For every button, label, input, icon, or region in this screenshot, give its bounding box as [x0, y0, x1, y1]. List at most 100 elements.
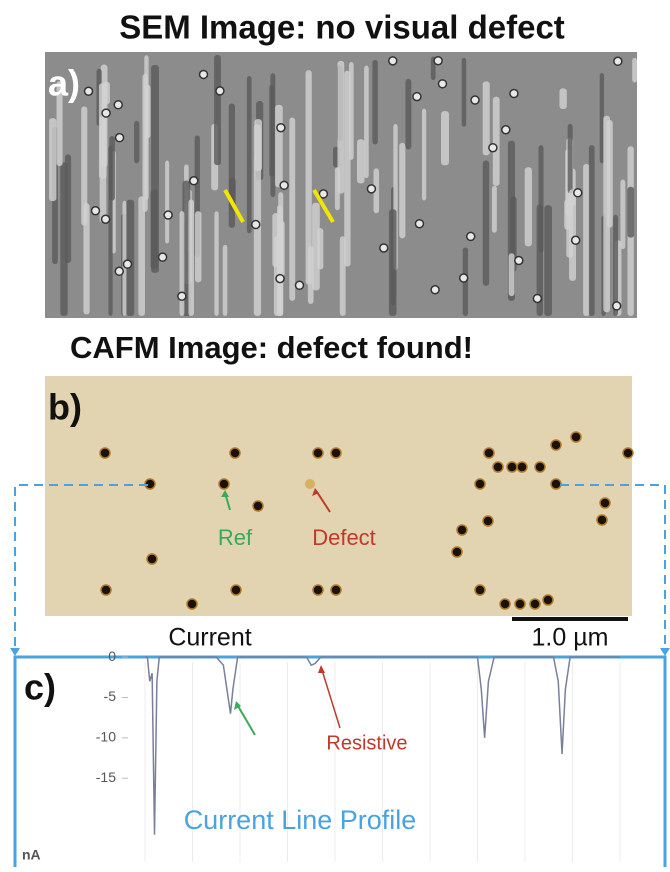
sem-line [483, 160, 489, 285]
sem-dot [515, 256, 523, 264]
sem-dot [533, 294, 541, 302]
sem-dot [91, 207, 99, 215]
resistive-label: Resistive [326, 732, 407, 754]
cafm-dot [530, 599, 540, 609]
y-tick-label: -15 [96, 769, 116, 785]
sem-dot [471, 96, 479, 104]
sem-line [126, 200, 134, 316]
sem-dot [460, 274, 468, 282]
panel-a-label: a) [48, 63, 80, 104]
defect-spot [305, 479, 315, 489]
cafm-dot [100, 448, 110, 458]
sem-line [81, 106, 87, 225]
sem-dot [434, 57, 442, 65]
sem-dot [413, 93, 421, 101]
sem-dot [123, 260, 131, 268]
cafm-dot [551, 479, 561, 489]
cafm-dot [313, 585, 323, 595]
sem-dot [574, 189, 582, 197]
sem-dot [102, 215, 110, 223]
cafm-dot [147, 554, 157, 564]
sem-dot [438, 80, 446, 88]
sem-line [289, 117, 295, 300]
sem-line [349, 62, 354, 160]
cafm-dot [597, 515, 607, 525]
sem-dot [319, 190, 327, 198]
sem-image [45, 52, 637, 318]
sem-line [462, 58, 466, 127]
cafm-dot [571, 432, 581, 442]
cafm-dot [231, 585, 241, 595]
sem-line [559, 88, 566, 109]
sem-line [151, 190, 158, 269]
sem-line [317, 228, 323, 269]
sem-dot [380, 244, 388, 252]
cafm-dot [484, 448, 494, 458]
sem-line [364, 66, 369, 179]
sem-dot [613, 302, 621, 310]
y-tick-label: -5 [104, 688, 117, 704]
sem-line [134, 121, 139, 164]
sem-dot [114, 101, 122, 109]
sem-line [372, 60, 377, 145]
sem-line [569, 189, 576, 280]
sem-line [544, 205, 552, 316]
panel-a-title: SEM Image: no visual defect [119, 9, 565, 46]
current-label: Current [168, 624, 251, 652]
sem-line [195, 211, 201, 282]
cafm-dot [331, 448, 341, 458]
cafm-dot [187, 599, 197, 609]
cafm-dot [483, 516, 493, 526]
sem-line [492, 186, 497, 233]
cafm-dot [543, 595, 553, 605]
cafm-dot [623, 448, 633, 458]
sem-line [49, 118, 56, 201]
cafm-dot [230, 448, 240, 458]
sem-line [337, 61, 344, 194]
sem-dot [102, 109, 110, 117]
sem-dot [502, 126, 510, 134]
sem-dot [116, 134, 124, 142]
sem-line [165, 161, 169, 244]
sem-dot [572, 236, 580, 244]
sem-line [405, 79, 411, 150]
cafm-dot [551, 440, 561, 450]
cafm-dot [253, 501, 263, 511]
cafm-dot [101, 585, 111, 595]
sem-dot [216, 87, 224, 95]
sem-dot [280, 181, 288, 189]
cafm-dot [507, 462, 517, 472]
sem-line [422, 109, 426, 201]
sem-dot [467, 232, 475, 240]
sem-dot [614, 57, 622, 65]
sem-line [389, 209, 397, 316]
sem-line [632, 58, 637, 83]
sem-line [509, 253, 515, 296]
sem-line [589, 145, 595, 316]
sem-dot [389, 57, 397, 65]
sem-line [613, 215, 618, 316]
panel-b-title: CAFM Image: defect found! [70, 330, 473, 365]
cafm-dot [515, 599, 525, 609]
sem-line [108, 146, 112, 316]
sem-line [138, 196, 145, 316]
sem-line [620, 180, 625, 250]
cafm-dot [493, 462, 503, 472]
sem-line [272, 213, 279, 267]
cafm-dot [457, 525, 467, 535]
sem-dot [85, 87, 93, 95]
cafm-dot [600, 498, 610, 508]
sem-dot [277, 124, 285, 132]
cafm-dot [500, 599, 510, 609]
sem-line [483, 81, 490, 155]
sem-line [65, 154, 71, 263]
scale-label: 1.0 µm [532, 624, 609, 652]
cafm-background [45, 376, 632, 616]
sem-dot [190, 177, 198, 185]
sem-dot [367, 185, 375, 193]
cafm-dot [313, 448, 323, 458]
sem-line [103, 82, 110, 105]
sem-line [122, 201, 126, 316]
sem-dot [200, 70, 208, 78]
sem-dot [159, 253, 167, 261]
